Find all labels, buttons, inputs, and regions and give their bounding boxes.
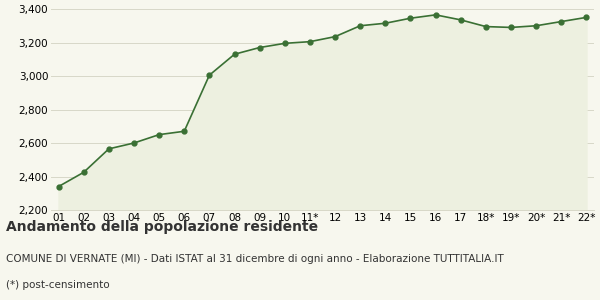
- Text: (*) post-censimento: (*) post-censimento: [6, 280, 110, 290]
- Text: COMUNE DI VERNATE (MI) - Dati ISTAT al 31 dicembre di ogni anno - Elaborazione T: COMUNE DI VERNATE (MI) - Dati ISTAT al 3…: [6, 254, 504, 263]
- Text: Andamento della popolazione residente: Andamento della popolazione residente: [6, 220, 318, 235]
